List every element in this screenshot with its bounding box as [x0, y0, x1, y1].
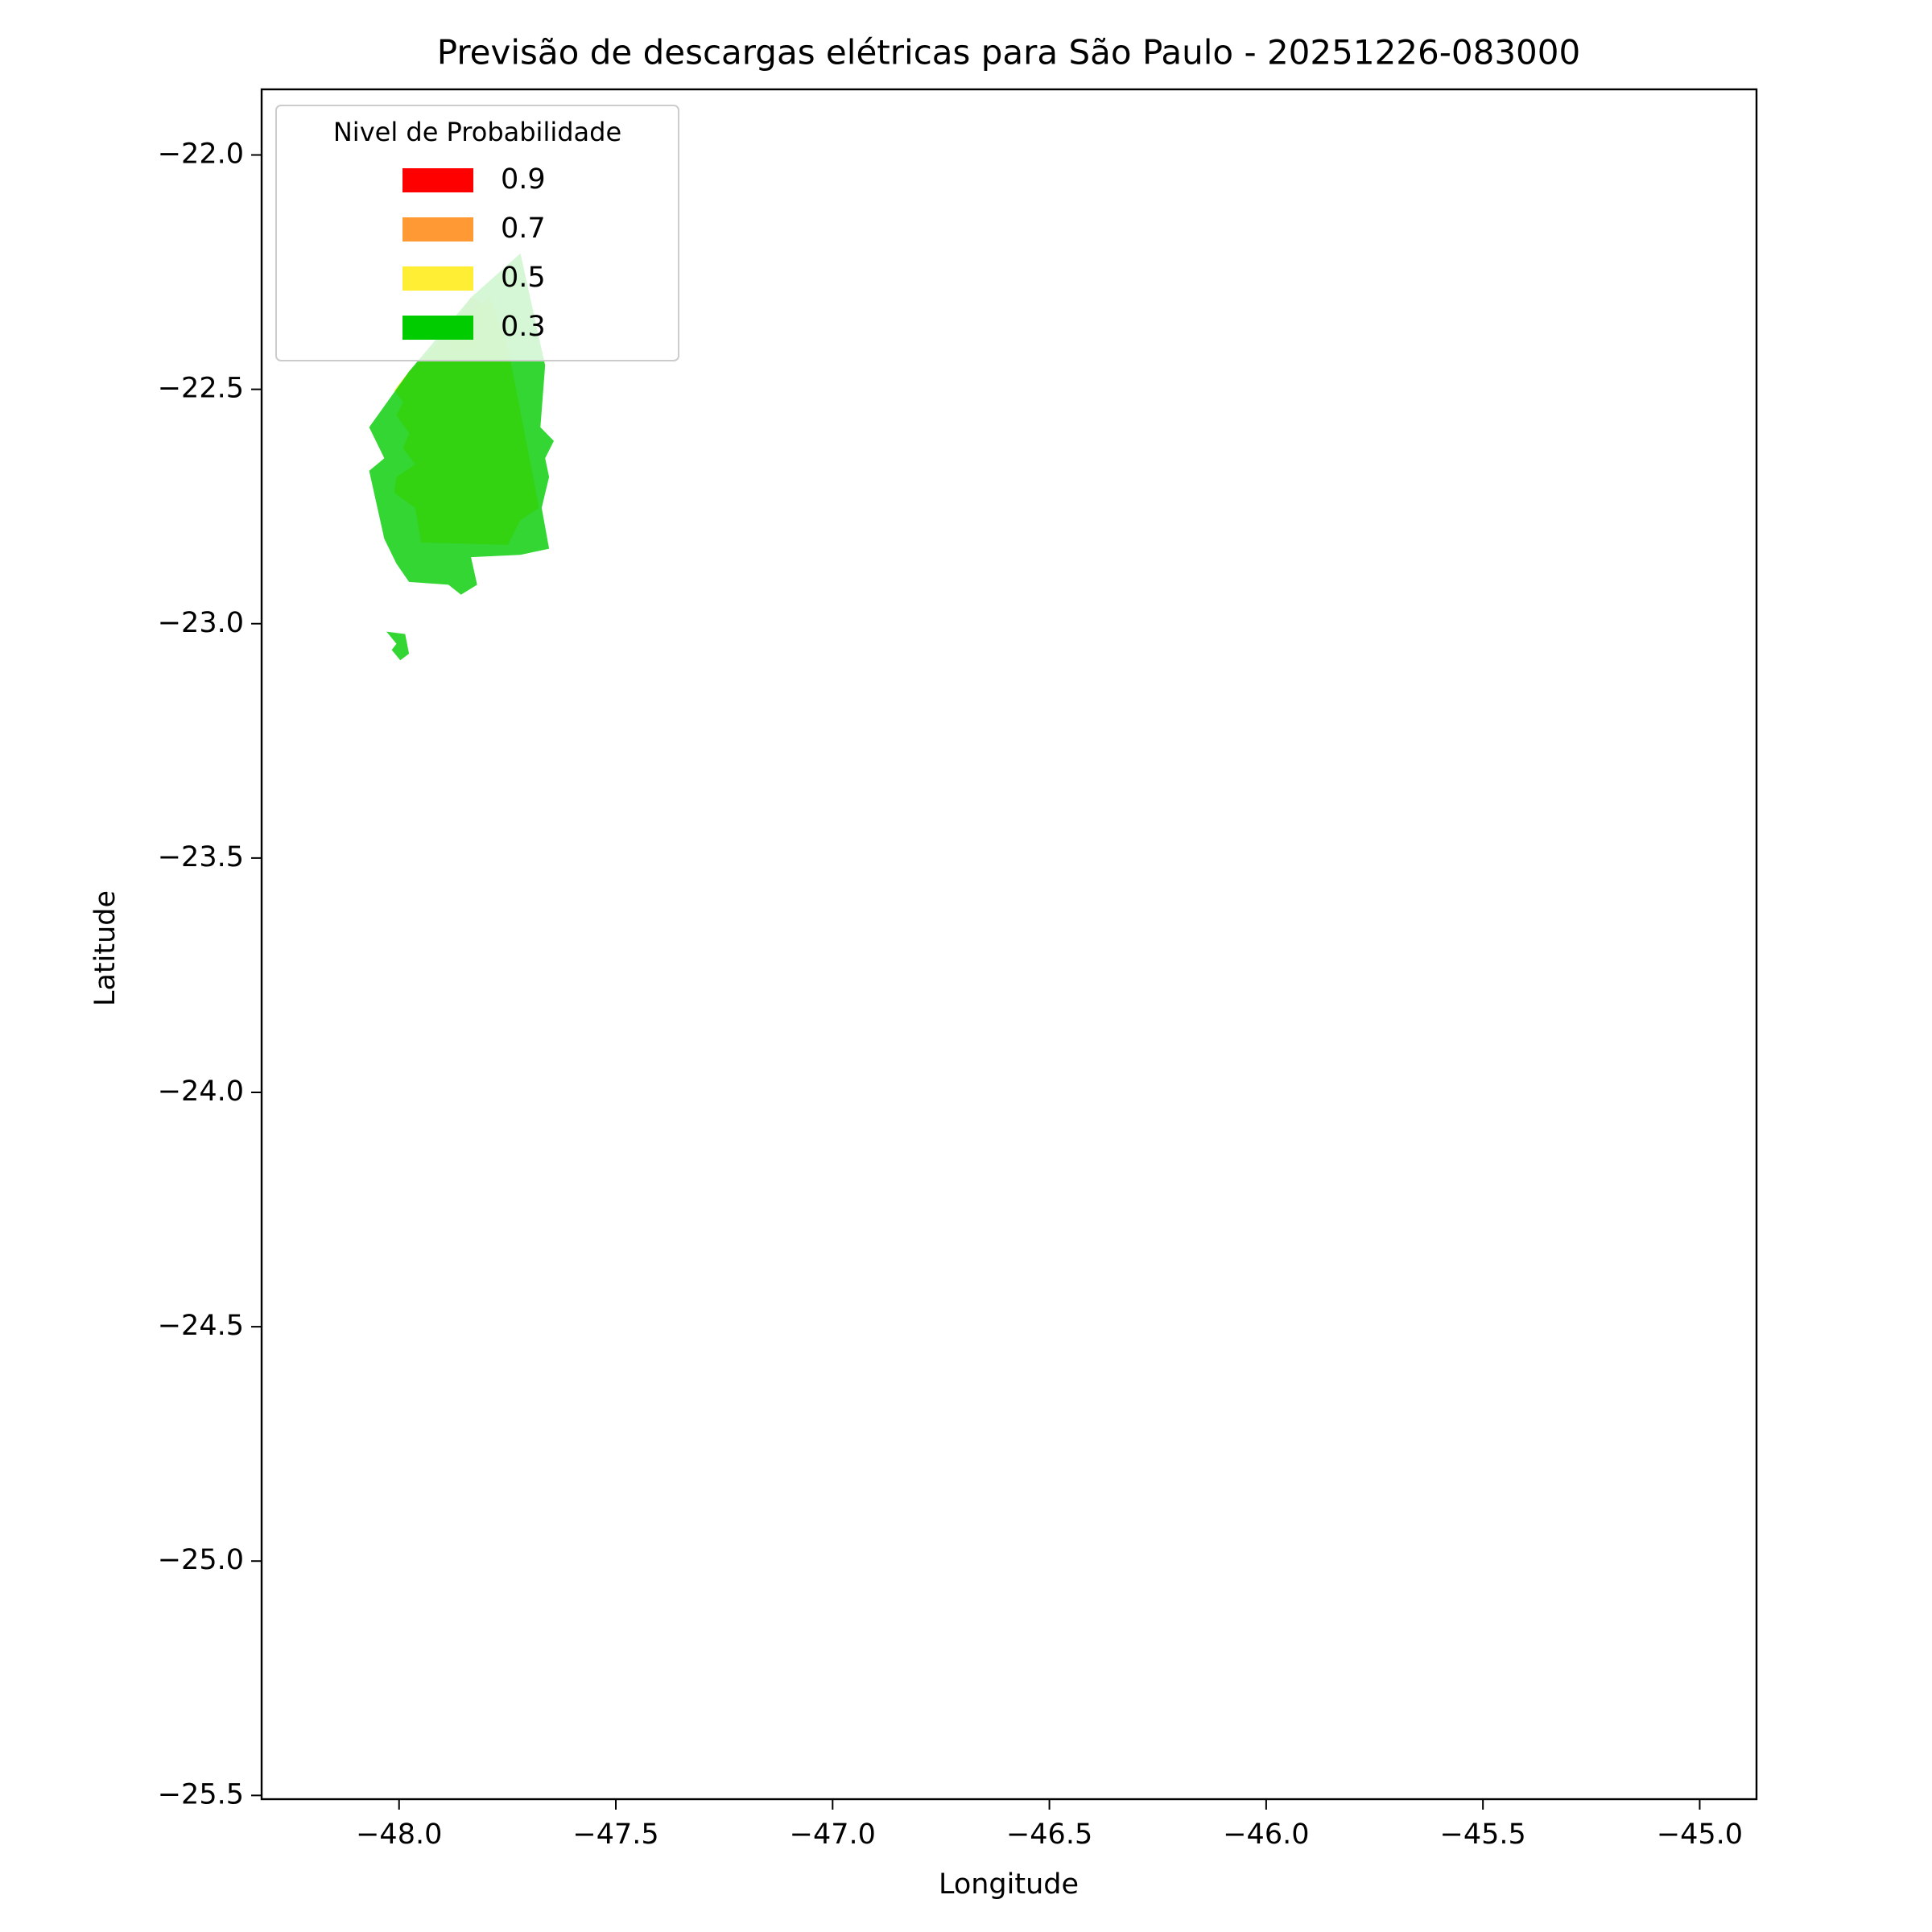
- y-tick-label: −25.0: [158, 1544, 244, 1576]
- legend-label: 0.9: [501, 163, 546, 196]
- y-tick-label: −22.5: [158, 373, 244, 405]
- x-tick-label: −45.0: [1657, 1818, 1743, 1851]
- legend-label: 0.5: [501, 262, 546, 294]
- x-tick-label: −45.5: [1440, 1818, 1526, 1851]
- x-tick-label: −47.0: [790, 1818, 876, 1851]
- y-axis-label: Latitude: [89, 890, 122, 1006]
- x-tick-label: −47.5: [572, 1818, 658, 1851]
- y-tick-label: −24.0: [158, 1075, 244, 1108]
- legend-swatch: [402, 266, 473, 291]
- y-tick-label: −22.0: [158, 138, 244, 171]
- legend-swatch: [402, 217, 473, 242]
- legend-swatch: [402, 168, 473, 192]
- legend-frame: [275, 105, 679, 361]
- x-tick-label: −46.0: [1223, 1818, 1309, 1851]
- y-tick-label: −23.0: [158, 607, 244, 639]
- legend-label: 0.3: [501, 311, 546, 343]
- y-tick-label: −24.5: [158, 1310, 244, 1342]
- x-axis-label: Longitude: [939, 1868, 1079, 1901]
- y-tick-label: −23.5: [158, 841, 244, 873]
- y-tick-label: −25.5: [158, 1778, 244, 1810]
- axes-frame: [260, 88, 1758, 1801]
- x-tick-label: −48.0: [356, 1818, 442, 1851]
- x-tick-label: −46.5: [1006, 1818, 1092, 1851]
- chart-title: Previsão de descargas elétricas para São…: [437, 33, 1580, 72]
- legend-title: Nivel de Probabilidade: [333, 117, 621, 147]
- legend-swatch: [402, 316, 473, 340]
- legend-label: 0.7: [501, 213, 546, 245]
